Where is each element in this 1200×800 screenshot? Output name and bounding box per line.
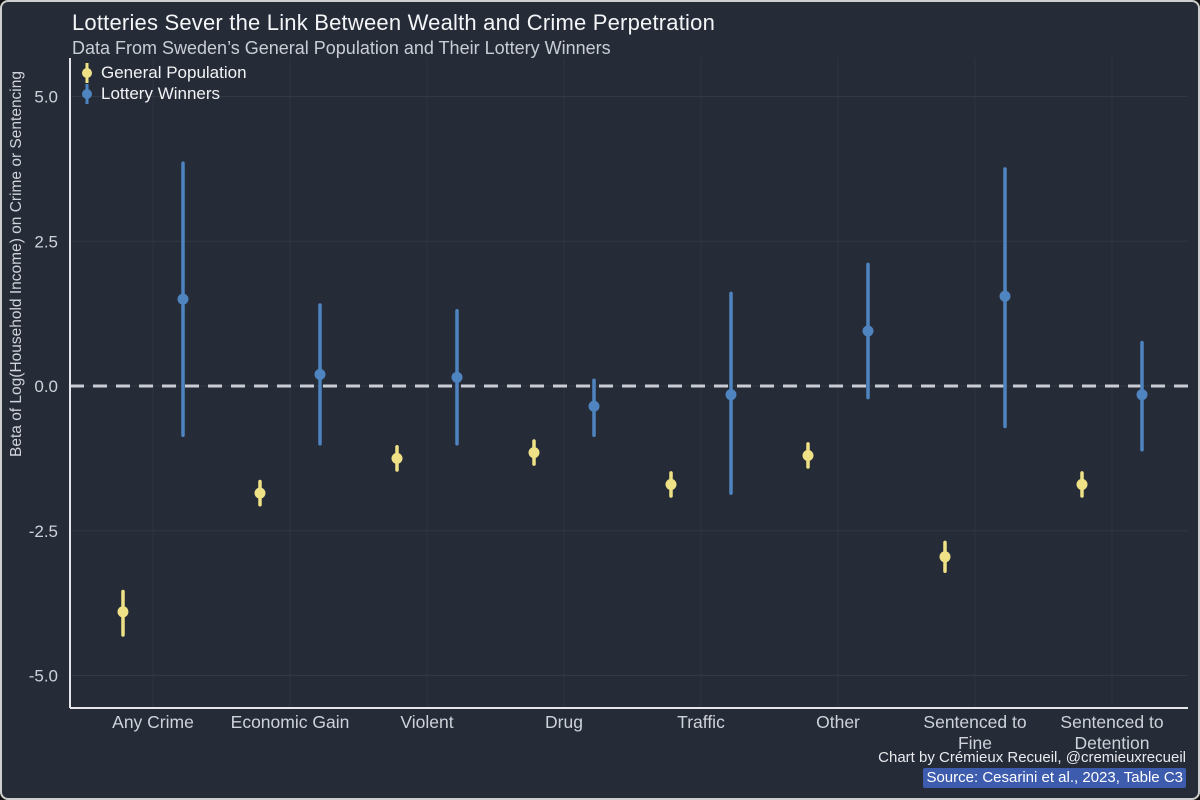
point-estimate — [725, 389, 737, 401]
y-tick-label: 0.0 — [34, 377, 58, 396]
chart-subtitle: Data From Sweden’s General Population an… — [72, 38, 611, 58]
x-tick-label: Drug — [545, 712, 583, 732]
point-estimate — [588, 400, 600, 412]
x-tick-label: Economic Gain — [231, 712, 350, 732]
caption: Chart by Crémieux Recueil, @cremieuxrecu… — [878, 748, 1186, 788]
x-tick-label: Violent — [400, 712, 453, 732]
legend: General Population Lottery Winners — [80, 62, 247, 104]
point-estimate — [177, 293, 189, 305]
x-tick-label: Fine — [958, 733, 992, 753]
chart-title: Lotteries Sever the Link Between Wealth … — [72, 10, 715, 35]
point-estimate — [665, 478, 677, 490]
point-estimate — [802, 449, 814, 461]
point-estimate — [528, 447, 540, 459]
point-estimate — [939, 551, 951, 563]
point-estimate — [1136, 389, 1148, 401]
x-tick-label: Any Crime — [112, 712, 194, 732]
y-axis-label: Beta of Log(Household Income) on Crime o… — [8, 71, 25, 457]
x-tick-label: Detention — [1075, 733, 1150, 753]
point-estimate — [1076, 478, 1088, 490]
point-estimate — [391, 452, 403, 464]
x-tick-label: Traffic — [677, 712, 725, 732]
x-tick-label: Sentenced to — [923, 712, 1026, 732]
point-estimate — [999, 290, 1011, 302]
point-estimate — [451, 371, 463, 383]
point-estimate — [117, 606, 129, 618]
point-estimate — [314, 368, 326, 380]
x-tick-label: Other — [816, 712, 860, 732]
caption-source: Source: Cesarini et al., 2023, Table C3 — [923, 768, 1186, 788]
y-tick-label: 2.5 — [34, 232, 58, 251]
legend-item-general-population: General Population — [80, 62, 247, 83]
y-tick-label: -5.0 — [29, 667, 58, 686]
pointrange-glyph-icon — [82, 62, 92, 83]
legend-item-lottery-winners: Lottery Winners — [80, 83, 247, 104]
x-tick-label: Sentenced to — [1060, 712, 1163, 732]
legend-label-general-population: General Population — [101, 62, 247, 82]
y-tick-label: 5.0 — [34, 88, 58, 107]
pointrange-glyph-icon — [82, 83, 92, 104]
y-tick-label: -2.5 — [29, 522, 58, 541]
point-estimate — [862, 325, 874, 337]
point-estimate — [254, 487, 266, 499]
legend-label-lottery-winners: Lottery Winners — [101, 83, 221, 103]
caption-credit: Chart by Crémieux Recueil, @cremieuxrecu… — [878, 749, 1186, 766]
